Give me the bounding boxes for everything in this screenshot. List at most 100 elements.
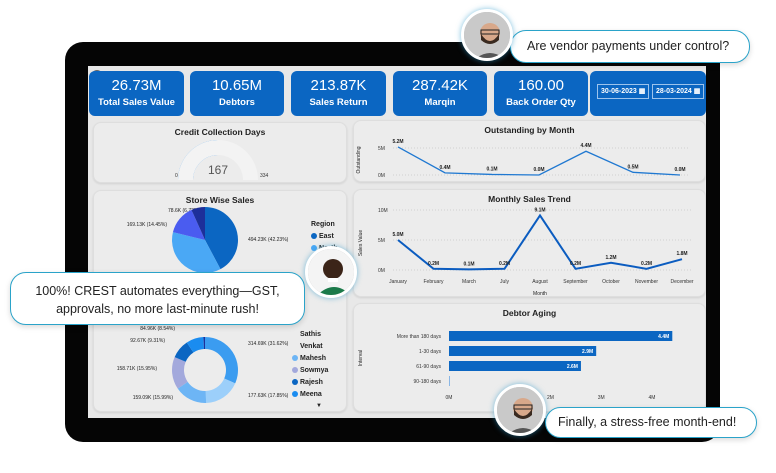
- kpi-label: Marqin: [424, 97, 456, 108]
- kpi-debtors: 10.65M Debtors: [190, 71, 284, 116]
- person-photo-icon: [497, 387, 543, 433]
- donut-label: 158.71K (15.95%): [117, 366, 158, 372]
- legend-dot: [292, 331, 298, 337]
- x-tick-label: July: [500, 279, 509, 285]
- y-axis-label: Interval: [358, 350, 364, 366]
- x-tick-label: 3M: [598, 395, 605, 401]
- legend-dot: [292, 343, 298, 349]
- kpi-back-order: 160.00 Back Order Qty: [494, 71, 588, 116]
- pie-slice: [205, 207, 239, 270]
- legend-item[interactable]: Sowmya: [292, 364, 328, 376]
- legend-scroll-down-icon[interactable]: ▼: [316, 403, 322, 409]
- bubble-text: Finally, a stress-free month-end!: [558, 415, 737, 429]
- legend-dot: [292, 379, 298, 385]
- x-tick-label: 2M: [547, 395, 554, 401]
- donut-slice: [205, 337, 238, 384]
- data-label: 0.2M: [570, 261, 581, 267]
- legend-item[interactable]: Mahesh: [292, 352, 328, 364]
- x-tick-label: October: [602, 279, 620, 285]
- outstanding-panel: Outstanding by Month: [353, 120, 706, 182]
- y-tick-label: 5M: [378, 146, 385, 152]
- start-date: 30-06-2023: [601, 88, 637, 95]
- panel-title: Debtor Aging: [502, 308, 557, 318]
- x-tick-label: December: [670, 279, 693, 285]
- x-tick-label: February: [423, 279, 444, 285]
- x-tick-label: September: [563, 279, 588, 285]
- kpi-total-sales: 26.73M Total Sales Value: [89, 71, 184, 116]
- x-axis-label: Month: [533, 291, 547, 297]
- kpi-sales-return: 213.87K Sales Return: [291, 71, 386, 116]
- data-label: 0.1M: [463, 261, 474, 267]
- legend-item[interactable]: Venkat: [292, 340, 328, 352]
- calendar-icon: ▦: [638, 88, 646, 95]
- speech-bubble-bottom: Finally, a stress-free month-end!: [545, 407, 757, 438]
- legend-item[interactable]: Sathis: [292, 328, 328, 340]
- bubble-text: Are vendor payments under control?: [527, 39, 730, 53]
- x-tick-label: 0M: [446, 395, 453, 401]
- pie-slice: [172, 232, 221, 273]
- bar: [449, 376, 450, 386]
- kpi-label: Sales Return: [309, 97, 368, 108]
- bar-label: 2.6M: [567, 364, 578, 370]
- legend-item[interactable]: Rajesh: [292, 376, 328, 388]
- bar-label: 2.9M: [582, 349, 593, 355]
- panel-title: Credit Collection Days: [174, 127, 266, 137]
- sales-trend-panel: Monthly Sales Trend: [353, 189, 706, 297]
- legend-item-east[interactable]: East: [311, 230, 338, 242]
- pie-slice: [191, 207, 205, 240]
- legend-label: East: [319, 232, 334, 240]
- agent-legend: Sathis Venkat Mahesh Sowmya Rajesh Meena…: [292, 328, 328, 412]
- gauge-track: [178, 140, 258, 180]
- bar: [449, 361, 581, 371]
- panel-title: Store Wise Sales: [185, 195, 255, 205]
- series-line: [397, 213, 683, 271]
- donut-label: 177.63K (17.85%): [248, 393, 289, 399]
- pie-label: 169.13K (14.45%): [127, 222, 168, 228]
- legend-dot: [292, 391, 298, 397]
- speech-bubble-middle: 100%! CREST automates everything—GST, ap…: [10, 272, 305, 325]
- data-label: 1.8M: [676, 251, 687, 257]
- legend-label: Rajesh: [300, 378, 323, 386]
- bar: [449, 331, 673, 341]
- y-tick-label: 90-180 days: [413, 379, 441, 385]
- y-tick-label: 61-90 days: [416, 364, 441, 370]
- data-label: 5.2M: [392, 139, 403, 145]
- data-label: 0.2M: [428, 261, 439, 267]
- data-label: 4.4M: [580, 143, 591, 149]
- donut-slice: [205, 378, 236, 403]
- donut-label: 92.67K (9.31%): [130, 338, 165, 344]
- end-date: 28-03-2024: [656, 88, 692, 95]
- data-label: 0.4M: [439, 165, 450, 171]
- y-tick-label: 10M: [378, 208, 388, 214]
- y-tick-label: 5M: [378, 238, 385, 244]
- start-date-input[interactable]: 30-06-2023 ▦: [597, 84, 650, 99]
- data-label: 0.1M: [486, 166, 497, 172]
- data-label: 0.0M: [674, 167, 685, 173]
- panel-title: Monthly Sales Trend: [488, 194, 571, 204]
- data-label: 1.2M: [605, 255, 616, 261]
- x-tick-label: March: [462, 279, 476, 285]
- data-label: 0.5M: [627, 164, 638, 170]
- data-label: 5.0M: [392, 232, 403, 238]
- donut-label: 159.09K (15.99%): [133, 395, 174, 401]
- y-tick-label: More than 180 days: [397, 334, 442, 340]
- kpi-margin: 287.42K Marqin: [393, 71, 487, 116]
- donut-slice: [174, 342, 194, 362]
- donut-label: 314.69K (31.62%): [248, 341, 289, 347]
- legend-label: Meena: [300, 390, 322, 398]
- gauge-max: 334: [260, 173, 269, 179]
- y-tick-label: 1-30 days: [419, 349, 441, 355]
- kpi-value: 287.42K: [412, 77, 468, 94]
- legend-dot: [292, 355, 298, 361]
- gauge-value: 167: [208, 163, 228, 177]
- kpi-label: Total Sales Value: [98, 97, 175, 108]
- donut-slice: [177, 381, 207, 403]
- kpi-value: 160.00: [518, 77, 564, 94]
- x-tick-label: January: [389, 279, 407, 285]
- end-date-input[interactable]: 28-03-2024 ▦: [652, 84, 705, 99]
- bubble-text: 100%! CREST automates everything—GST, ap…: [35, 284, 280, 316]
- date-filter-card: [590, 71, 706, 116]
- y-axis-label: Sales Value: [358, 230, 364, 257]
- calendar-icon: ▦: [693, 88, 701, 95]
- legend-item[interactable]: Meena: [292, 388, 328, 400]
